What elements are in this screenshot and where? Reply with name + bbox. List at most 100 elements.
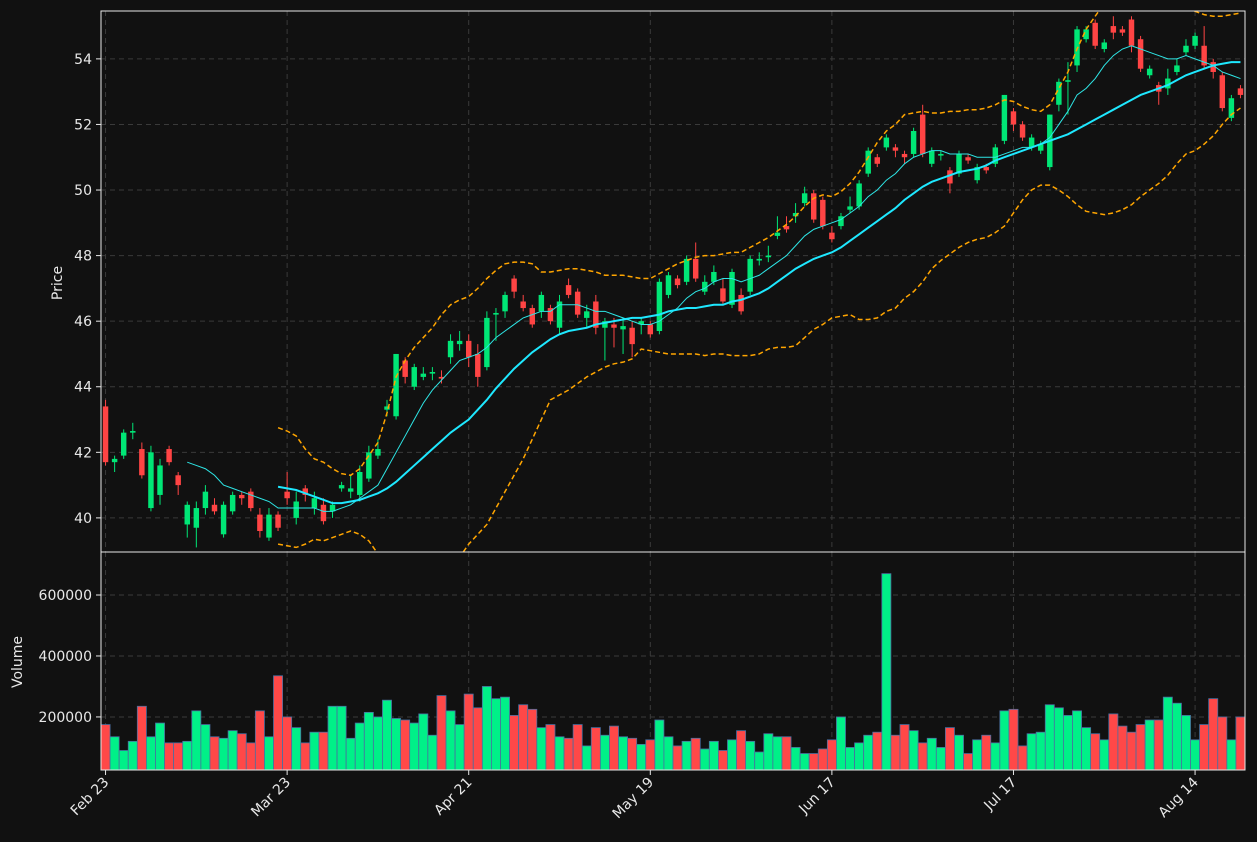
y-tick-label: 42 (74, 445, 92, 461)
candle-body (774, 232, 781, 236)
candle-body (611, 324, 617, 328)
candle-body (747, 258, 753, 292)
volume-bar (1053, 707, 1064, 770)
candle-body (1146, 68, 1153, 76)
volume-bar (372, 716, 383, 770)
volume-bar (944, 727, 955, 770)
volume-bar (382, 699, 392, 770)
volume-bar (472, 707, 483, 770)
candle-body (148, 452, 154, 509)
volume-bar (254, 710, 265, 770)
candle-body (493, 312, 499, 315)
candle-body (157, 465, 163, 495)
volume-bar (236, 733, 247, 770)
volume-bar (926, 737, 937, 770)
candle-body (375, 449, 381, 456)
volume-bar (690, 737, 701, 770)
volume-bar (136, 705, 147, 770)
candle-body (1174, 65, 1180, 72)
candle-body (438, 376, 445, 379)
y-tick-label: 46 (74, 314, 92, 330)
candle-body (420, 373, 427, 377)
plot-area (101, 552, 1245, 770)
candle-body (547, 308, 554, 322)
volume-bar (463, 693, 474, 770)
volume-bar (1135, 724, 1146, 770)
indicator-line (277, 11, 1241, 477)
volume-bar (763, 733, 774, 770)
y-tick-label: 600000 (39, 588, 92, 604)
candle-body (511, 278, 517, 292)
y-tick-label: 48 (74, 249, 92, 265)
candle-body (1128, 19, 1135, 46)
candle-body (411, 367, 417, 387)
candle-body (910, 131, 917, 154)
volume-bar (954, 734, 964, 770)
volume-bar (245, 742, 256, 770)
volume-bar (618, 736, 629, 770)
candle-body (556, 301, 563, 328)
volume-bar (400, 719, 411, 770)
volume-bar (1126, 731, 1137, 770)
candle-body (384, 406, 390, 410)
volume-bar (699, 748, 710, 770)
volume-bar (500, 696, 510, 770)
volume-bar (1108, 713, 1119, 770)
volume-bar (808, 753, 819, 770)
volume-bar (654, 719, 665, 770)
volume-bar (599, 734, 610, 770)
candle-body (311, 498, 318, 509)
volume-bar (826, 739, 837, 770)
volume-bar (436, 695, 447, 770)
volume-bar (799, 753, 810, 770)
candle-body (1110, 26, 1117, 33)
volume-bar (772, 736, 783, 770)
volume-bar (227, 730, 238, 770)
candle-body (456, 340, 463, 345)
candle-body (847, 206, 853, 210)
volume-bar (999, 710, 1010, 770)
candle-body (393, 353, 399, 417)
candle-body (320, 504, 327, 522)
candle-body (702, 281, 708, 292)
candle-body (656, 281, 663, 332)
candle-body (1192, 35, 1198, 46)
candle-body (475, 353, 481, 377)
volume-bar (1171, 702, 1182, 770)
candle-body (429, 371, 436, 374)
candle-body (865, 150, 871, 174)
volume-bar (409, 722, 420, 770)
volume-bar (981, 734, 992, 770)
volume-bar (1117, 725, 1128, 770)
candle-body (175, 475, 181, 486)
volume-bar (609, 725, 619, 770)
candle-body (938, 153, 944, 156)
volume-bar (101, 724, 111, 770)
volume-bar (672, 745, 683, 770)
candle-body (692, 258, 699, 279)
volume-bar (1090, 733, 1101, 770)
volume-bar (681, 740, 692, 770)
y-tick-label: 54 (74, 52, 92, 68)
candle-body (992, 147, 999, 164)
volume-bar (191, 710, 202, 770)
volume-bar (836, 716, 846, 770)
volume-bar (572, 724, 583, 770)
candle-body (647, 324, 654, 335)
volume-bar (590, 727, 601, 770)
candle-body (801, 193, 808, 204)
candle-body (892, 147, 899, 151)
volume-bar (527, 708, 538, 770)
candle-body (1083, 29, 1089, 40)
candle-body (1119, 29, 1126, 33)
volume-bar (663, 736, 674, 770)
candle-body (792, 212, 799, 217)
candle-body (856, 183, 862, 207)
indicator-line (277, 107, 1241, 552)
volume-bar (345, 737, 356, 770)
candle-body (347, 488, 354, 492)
candle-body (602, 321, 608, 328)
candle-body (229, 494, 236, 512)
candle-body (211, 504, 218, 512)
volume-bar (118, 750, 129, 770)
